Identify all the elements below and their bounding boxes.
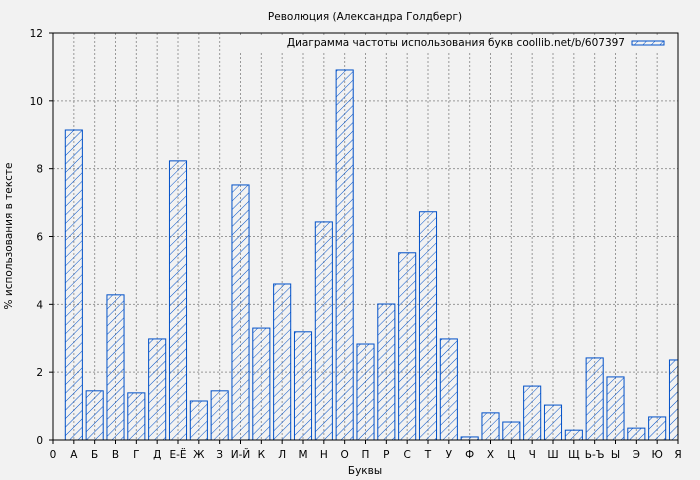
x-tick-label: З — [216, 449, 223, 461]
x-tick-label: У — [446, 449, 453, 461]
bar-С — [398, 252, 417, 440]
bar-Ы — [606, 376, 625, 440]
bar-Б — [85, 390, 104, 440]
x-tick-label: Я — [674, 449, 681, 461]
bar-Л — [273, 283, 292, 440]
legend-swatch — [631, 40, 665, 46]
bar-Ь-Ъ — [585, 357, 604, 440]
bar-У — [439, 338, 458, 440]
y-tick-label: 8 — [36, 164, 43, 176]
x-axis-label: Буквы — [348, 465, 382, 477]
bar-П — [356, 343, 375, 440]
bar-Е-Ё — [168, 160, 188, 440]
bar-Г — [127, 392, 146, 440]
y-tick-label: 0 — [36, 435, 43, 447]
x-tick-label: Э — [633, 449, 640, 461]
x-tick-label: Ц — [507, 449, 515, 461]
bar-Ш — [543, 404, 563, 440]
y-tick-label: 12 — [30, 28, 43, 40]
x-tick-label: Ж — [193, 449, 205, 461]
bar-Д — [148, 338, 167, 440]
x-tick-label: Ы — [611, 449, 620, 461]
bar-В — [106, 294, 125, 440]
bar-Э — [627, 427, 646, 440]
y-tick-label: 10 — [30, 96, 43, 108]
x-tick-label: И-Й — [231, 448, 251, 461]
x-tick-label: 0 — [50, 449, 57, 461]
bar-Ю — [648, 416, 667, 440]
x-tick-label: Л — [278, 449, 286, 461]
x-tick-label: Щ — [568, 449, 580, 461]
chart-title: Революция (Александра Голдберг) — [268, 11, 462, 23]
x-tick-label: А — [70, 449, 78, 461]
x-tick-label: Д — [153, 449, 161, 461]
y-tick-label: 4 — [36, 299, 43, 311]
x-tick-label: П — [362, 449, 370, 461]
x-tick-label: Б — [91, 449, 98, 461]
bar-Ч — [523, 385, 542, 440]
bar-Т — [418, 211, 438, 440]
grid — [53, 33, 678, 440]
x-tick-label: С — [403, 449, 410, 461]
x-tick-label: М — [298, 449, 307, 461]
x-tick-label: Х — [487, 449, 494, 461]
bar-Х — [481, 412, 500, 440]
x-tick-label: К — [258, 449, 266, 461]
bar-З — [210, 390, 229, 440]
x-tick-label: Ф — [465, 449, 474, 461]
x-tick-label: Т — [424, 449, 432, 461]
bar-Н — [314, 221, 333, 440]
bar-Р — [377, 303, 396, 440]
bar-А — [64, 129, 83, 440]
legend-label: Диаграмма частоты использования букв coo… — [287, 37, 625, 49]
x-axis: 0 А Б В Г Д Е-Ё Ж З И-Й К Л М Н О П Р С Т У Ф Х Ц Ч Ш Щ Ь-Ъ Ы Э Ю Я — [50, 440, 682, 461]
x-tick-label: Ь-Ъ — [585, 449, 605, 461]
y-tick-label: 6 — [36, 232, 43, 244]
y-axis-label: % использования в тексте — [3, 163, 15, 310]
legend: Диаграмма частоты использования букв coo… — [240, 35, 674, 51]
bar-О — [335, 69, 354, 440]
x-tick-label: О — [341, 449, 349, 461]
bar-Ф — [460, 436, 479, 440]
x-tick-label: Ч — [529, 449, 536, 461]
y-axis: 0 2 4 6 8 10 12 — [30, 28, 53, 447]
bar-Щ — [564, 429, 583, 440]
x-tick-label: Ш — [547, 449, 558, 461]
x-tick-label: В — [112, 449, 119, 461]
bar-М — [293, 331, 313, 440]
x-tick-label: Н — [320, 449, 328, 461]
x-tick-label: Г — [133, 449, 139, 461]
bar-Ц — [502, 421, 521, 440]
x-tick-label: Ю — [651, 449, 662, 461]
bar-К — [252, 327, 271, 440]
y-tick-label: 2 — [36, 367, 43, 379]
bar-И-Й — [231, 184, 250, 440]
legend-background — [240, 35, 674, 51]
x-tick-label: Р — [383, 449, 389, 461]
x-tick-label: Е-Ё — [169, 448, 186, 461]
bar-Ж — [189, 400, 208, 440]
bars — [64, 69, 678, 440]
